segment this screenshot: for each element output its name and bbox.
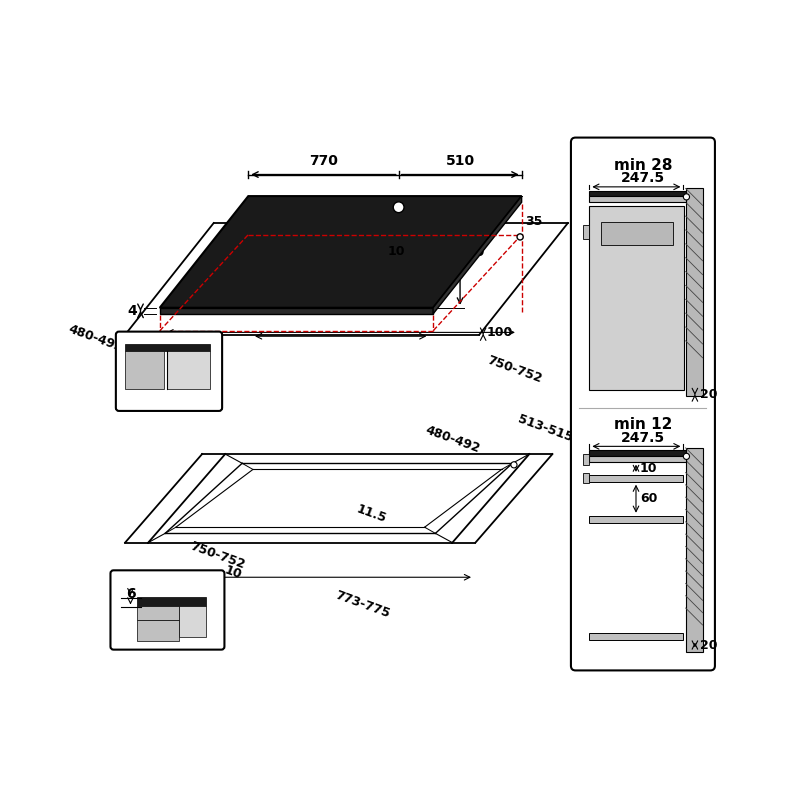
Circle shape	[683, 194, 690, 200]
Text: 6: 6	[126, 587, 135, 602]
Text: 4: 4	[127, 304, 137, 318]
Polygon shape	[433, 196, 522, 314]
Bar	[125, 351, 163, 390]
FancyBboxPatch shape	[116, 332, 222, 411]
Text: 510: 510	[446, 154, 474, 168]
Text: min 12: min 12	[614, 417, 672, 432]
Bar	[590, 206, 684, 390]
Text: 10: 10	[388, 246, 406, 258]
Text: 15: 15	[161, 354, 182, 372]
Text: 0-10: 0-10	[310, 286, 341, 299]
Polygon shape	[160, 196, 522, 308]
Circle shape	[511, 462, 517, 468]
Polygon shape	[160, 308, 433, 314]
Bar	[590, 455, 686, 462]
Text: 480-492: 480-492	[423, 424, 482, 455]
FancyBboxPatch shape	[571, 138, 715, 670]
Bar	[137, 619, 179, 641]
Bar	[686, 448, 702, 652]
Text: 480-492: 480-492	[66, 322, 125, 354]
Text: 50: 50	[466, 245, 486, 259]
Text: min 28: min 28	[614, 158, 672, 173]
Text: 770: 770	[309, 154, 338, 168]
Text: 20: 20	[699, 388, 717, 402]
Text: 11.5: 11.5	[354, 502, 388, 525]
Circle shape	[517, 234, 523, 240]
Text: 100: 100	[487, 326, 514, 339]
Text: 247.5: 247.5	[621, 431, 665, 445]
Bar	[590, 475, 682, 482]
Text: 10: 10	[222, 563, 243, 582]
Text: 15: 15	[176, 570, 197, 588]
Bar	[125, 344, 210, 351]
Bar	[583, 454, 590, 465]
Text: 750-752: 750-752	[485, 354, 543, 386]
Bar	[590, 196, 686, 202]
Text: 773-775: 773-775	[333, 589, 391, 621]
Circle shape	[683, 454, 690, 459]
Bar	[137, 597, 206, 606]
Bar	[601, 222, 673, 245]
Text: 60: 60	[640, 492, 658, 506]
Bar	[583, 226, 590, 239]
Bar	[583, 474, 590, 482]
Text: 35: 35	[526, 215, 543, 229]
Text: 20: 20	[699, 638, 717, 651]
Bar	[590, 516, 682, 522]
Bar	[590, 450, 686, 455]
Circle shape	[394, 202, 404, 213]
Bar	[590, 633, 682, 640]
Text: 10: 10	[203, 349, 224, 366]
Bar	[137, 606, 179, 619]
Text: 513-515: 513-515	[516, 412, 574, 444]
Text: 247.5: 247.5	[621, 171, 665, 186]
Bar	[179, 606, 206, 637]
Bar	[167, 351, 210, 390]
Text: 750-752: 750-752	[188, 539, 247, 571]
Bar	[590, 190, 686, 196]
Text: 10: 10	[640, 462, 658, 474]
Bar	[686, 188, 702, 396]
FancyBboxPatch shape	[110, 570, 225, 650]
